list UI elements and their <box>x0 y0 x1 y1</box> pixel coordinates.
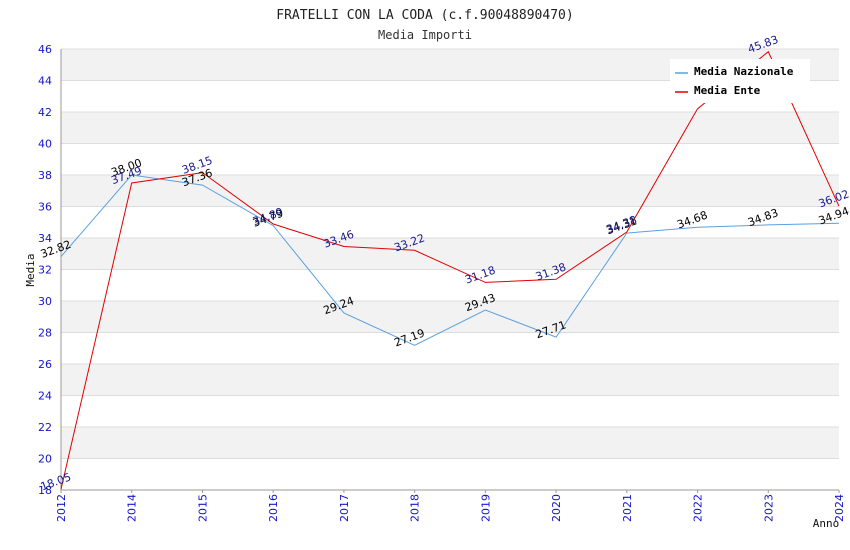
grid-band <box>61 395 839 427</box>
x-tick-labels: 2012 2014 2015 2016 2017 2018 2019 2020 2021 2022… <box>55 490 846 522</box>
y-tick-label: 34 <box>38 232 52 245</box>
grid-bands <box>61 49 839 490</box>
x-tick-label: 2022 <box>692 494 705 522</box>
x-tick-label: 2021 <box>621 494 634 522</box>
x-tick-label: 2016 <box>267 494 280 522</box>
legend: Media Nazionale Media Ente <box>670 59 810 103</box>
grid-band <box>61 427 839 459</box>
grid-band <box>61 364 839 396</box>
x-tick-label: 2017 <box>338 494 351 522</box>
y-tick-label: 32 <box>38 264 52 277</box>
y-axis-label: Media <box>24 253 37 286</box>
y-tick-label: 30 <box>38 295 52 308</box>
y-tick-labels: 18 20 22 24 26 28 30 32 34 36 38 40 42 44 46 <box>38 43 52 497</box>
x-tick-label: 2024 <box>833 494 846 522</box>
grid-band <box>61 332 839 364</box>
grid-band <box>61 175 839 207</box>
x-tick-label: 2019 <box>479 494 492 522</box>
y-tick-label: 20 <box>38 453 52 466</box>
x-tick-label: 2020 <box>550 494 563 522</box>
x-axis-label: Anno <box>813 517 840 530</box>
legend-label-media-ente: Media Ente <box>694 84 761 97</box>
chart-subtitle: Media Importi <box>378 28 472 42</box>
y-tick-label: 18 <box>38 484 52 497</box>
grid-band <box>61 269 839 301</box>
legend-box <box>670 59 810 103</box>
y-tick-label: 42 <box>38 106 52 119</box>
x-tick-label: 2015 <box>196 494 209 522</box>
y-tick-label: 22 <box>38 421 52 434</box>
grid-band <box>61 206 839 238</box>
y-tick-label: 28 <box>38 327 52 340</box>
legend-label-media-nazionale: Media Nazionale <box>694 65 794 78</box>
chart-title: FRATELLI CON LA CODA (c.f.90048890470) <box>276 8 573 23</box>
grid-band <box>61 143 839 175</box>
y-tick-label: 36 <box>38 201 52 214</box>
y-tick-label: 44 <box>38 75 52 88</box>
grid-lines <box>61 48 839 491</box>
grid-band <box>61 458 839 490</box>
x-tick-label: 2018 <box>409 494 422 522</box>
y-tick-label: 26 <box>38 358 52 371</box>
x-tick-label: 2023 <box>762 494 775 522</box>
y-tick-label: 24 <box>38 390 52 403</box>
series-line-media-nazionale <box>60 174 840 346</box>
x-tick-label: 2012 <box>55 494 68 522</box>
x-tick-label: 2014 <box>126 494 139 522</box>
y-tick-label: 46 <box>38 43 52 56</box>
y-tick-label: 40 <box>38 138 52 151</box>
grid-band <box>61 238 839 270</box>
grid-band <box>61 112 839 144</box>
y-tick-label: 38 <box>38 169 52 182</box>
